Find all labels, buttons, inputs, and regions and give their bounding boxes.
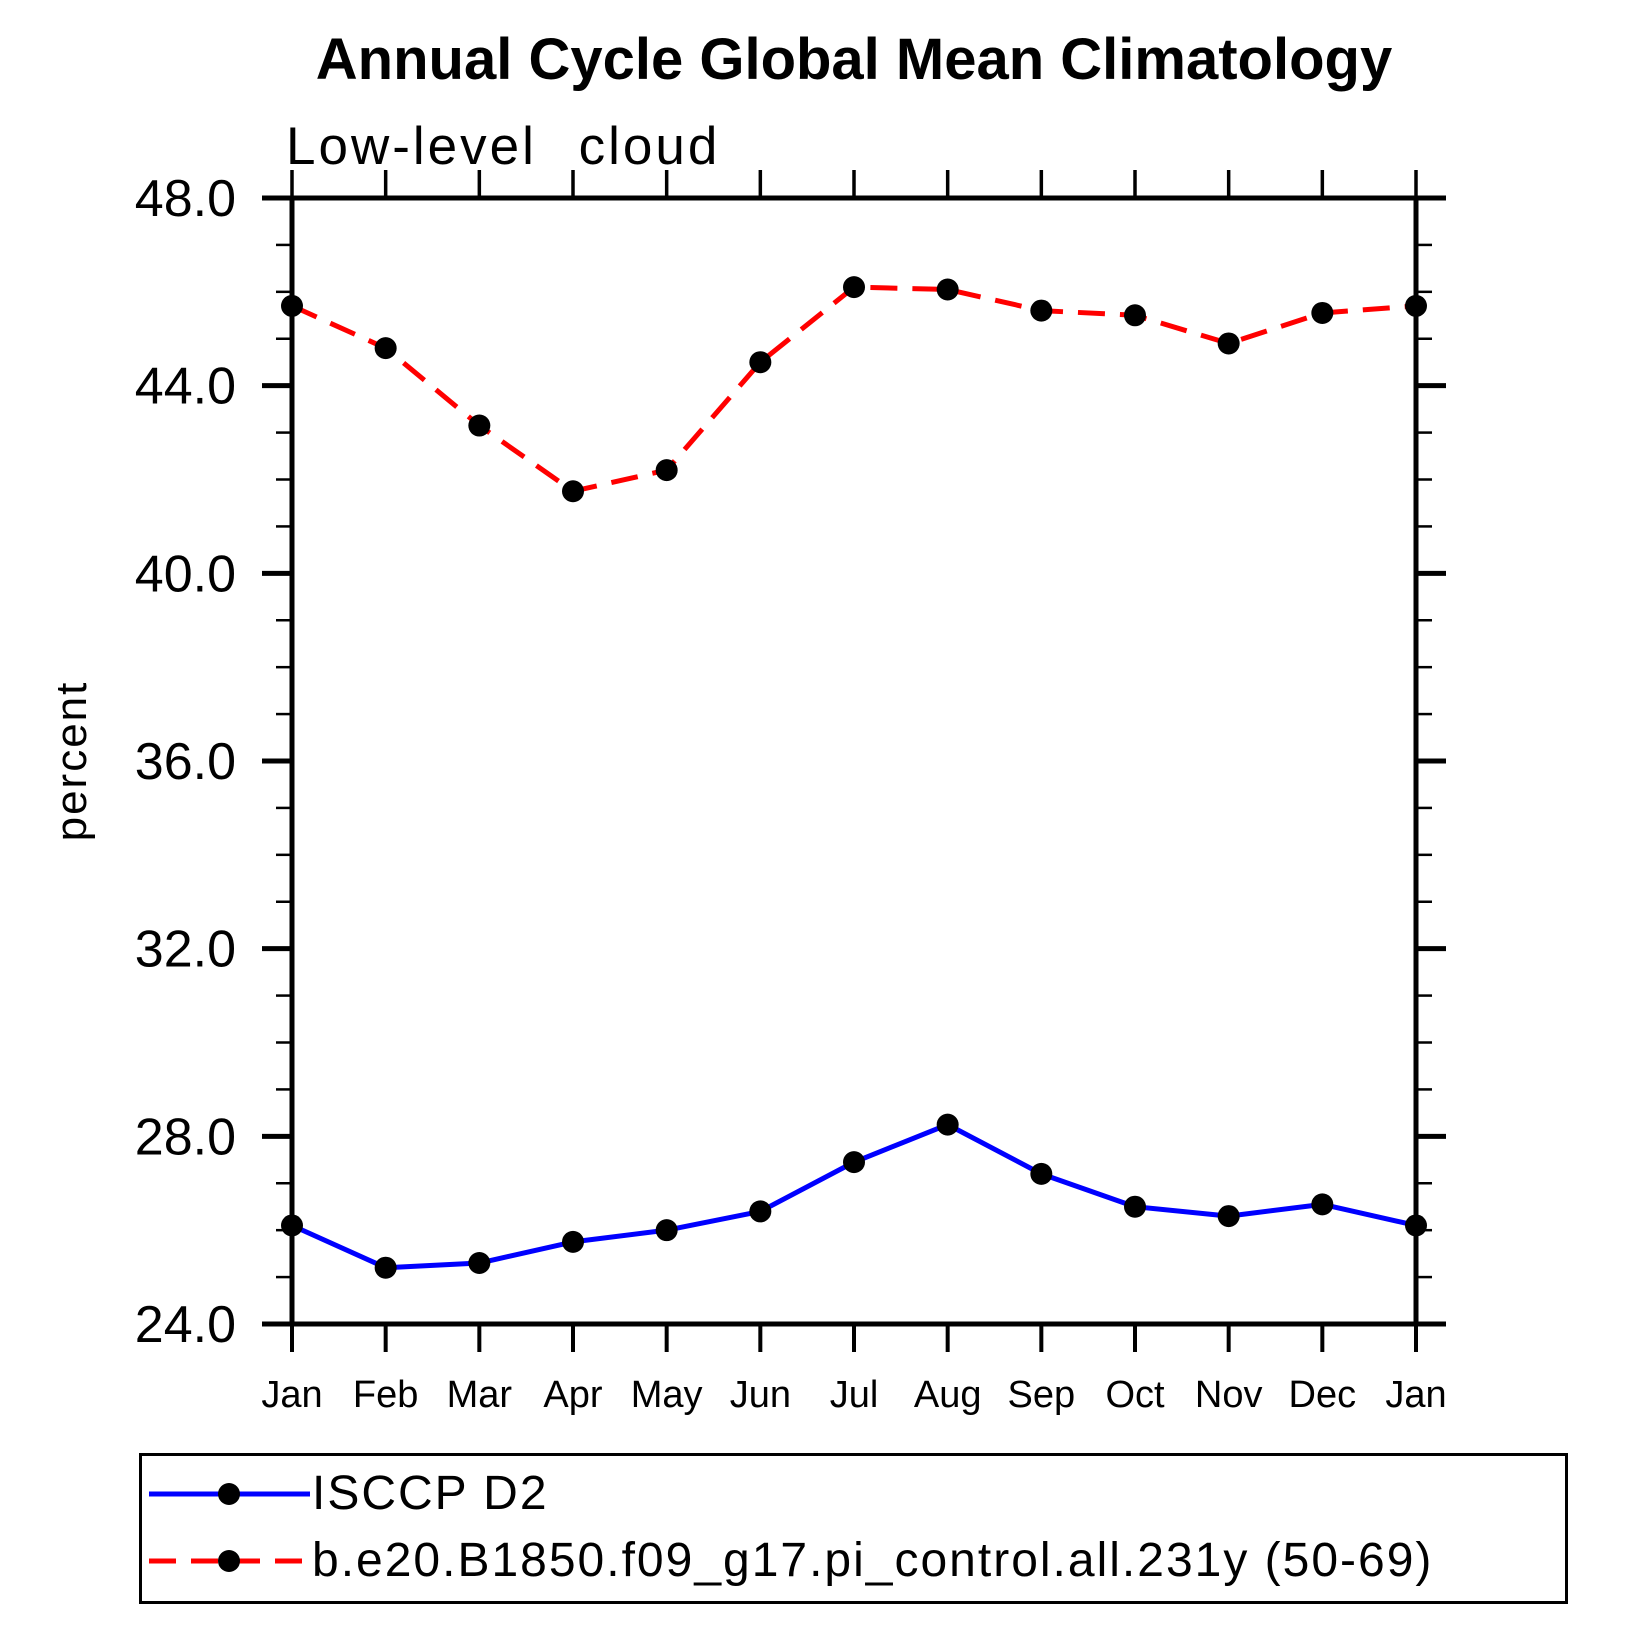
x-tick-label: Aug	[914, 1374, 982, 1416]
y-tick-label: 32.0	[135, 921, 236, 979]
x-tick-label: Apr	[543, 1374, 602, 1416]
y-tick-label: 48.0	[135, 170, 236, 228]
data-point	[1311, 1193, 1334, 1216]
y-tick-label: 28.0	[135, 1108, 236, 1166]
data-point	[281, 1214, 303, 1237]
x-tick-label: May	[631, 1374, 703, 1416]
chart-subtitle: Low-level cloud	[286, 117, 721, 176]
y-tick-label: 40.0	[135, 545, 236, 603]
data-point	[374, 1256, 397, 1279]
legend-line-sample-solid	[149, 1483, 310, 1505]
legend-line-sample-dashed	[149, 1550, 310, 1572]
data-point	[1030, 1162, 1053, 1185]
series-line	[290, 284, 1417, 494]
data-point	[936, 278, 959, 301]
legend-label: ISCCP D2	[312, 1467, 549, 1520]
data-point	[1217, 332, 1240, 355]
chart-title: Annual Cycle Global Mean Climatology	[315, 27, 1393, 92]
data-point	[1405, 294, 1427, 317]
x-tick-label: Jan	[261, 1374, 322, 1416]
y-axis-label: percent	[47, 681, 96, 842]
data-point	[749, 351, 772, 374]
data-point	[1405, 1214, 1427, 1237]
legend-marker-dot	[218, 1483, 240, 1505]
y-axis-tick-labels: 24.0 28.0 32.0 36.0 40.0 44.0 48.0	[135, 170, 236, 1354]
x-tick-label: Nov	[1195, 1374, 1263, 1416]
series-line	[290, 1122, 1417, 1271]
legend-label: b.e20.B1850.f09_g17.pi_control.all.231y …	[312, 1534, 1434, 1587]
data-point	[655, 459, 678, 482]
data-point	[1217, 1205, 1240, 1228]
y-tick-label: 36.0	[135, 733, 236, 791]
data-point	[1124, 1195, 1146, 1218]
legend-marker-dot	[218, 1550, 240, 1572]
data-point	[281, 294, 303, 317]
data-point	[936, 1113, 959, 1136]
x-tick-label: Jan	[1385, 1374, 1446, 1416]
x-tick-label: Dec	[1289, 1374, 1357, 1416]
series-isccp-d2	[281, 1113, 1427, 1279]
x-axis-tick-labels: Jan Feb Mar Apr May Jun Jul Aug Sep Oct Nov Dec Jan	[261, 1374, 1446, 1416]
series-model-run	[281, 276, 1427, 503]
legend-item-model-run: b.e20.B1850.f09_g17.pi_control.all.231y …	[149, 1537, 1433, 1585]
data-point	[1124, 304, 1146, 327]
legend-item-isccp-d2: ISCCP D2	[149, 1470, 549, 1518]
data-point	[843, 276, 865, 299]
data-point	[749, 1200, 772, 1223]
y-tick-label: 24.0	[135, 1296, 236, 1354]
y-tick-label: 44.0	[135, 358, 236, 416]
data-point	[468, 414, 491, 437]
data-point	[843, 1151, 865, 1174]
data-point	[374, 337, 397, 360]
data-point	[1311, 301, 1334, 324]
x-axis-ticks	[290, 170, 1418, 1352]
x-tick-label: Mar	[447, 1374, 513, 1416]
data-point	[655, 1219, 678, 1242]
data-point	[562, 1230, 584, 1253]
x-tick-label: Feb	[353, 1374, 418, 1416]
data-point	[562, 480, 584, 503]
x-tick-label: Jul	[830, 1374, 879, 1416]
legend-box: ISCCP D2 b.e20.B1850.f09_g17.pi_control.…	[139, 1453, 1568, 1604]
x-tick-label: Oct	[1105, 1374, 1165, 1416]
data-point	[468, 1252, 491, 1275]
x-tick-label: Jun	[730, 1374, 791, 1416]
x-tick-label: Sep	[1008, 1374, 1076, 1416]
plot-frame	[289, 195, 1419, 1327]
data-point	[1030, 299, 1053, 322]
